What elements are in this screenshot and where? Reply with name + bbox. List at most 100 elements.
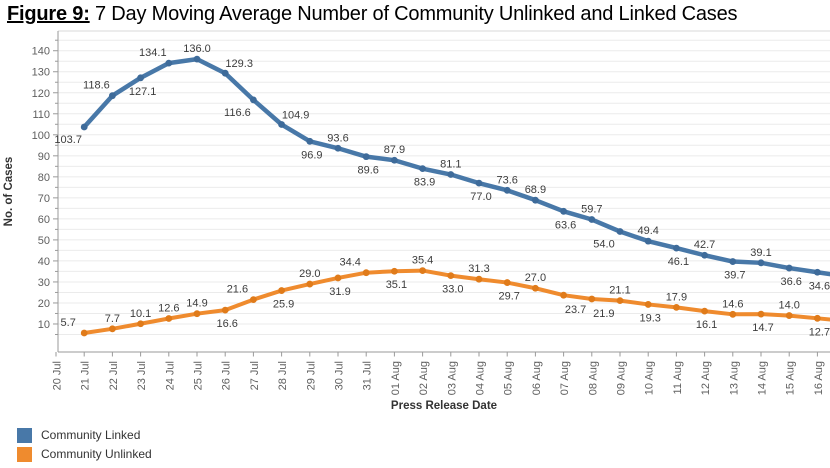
data-point-unlinked[interactable]	[588, 295, 596, 303]
data-point-unlinked[interactable]	[362, 269, 370, 277]
data-label: 23.7	[565, 304, 586, 316]
data-label: 31.9	[329, 286, 350, 298]
data-point-linked[interactable]	[588, 216, 596, 223]
x-tick-label: 28 Jul	[277, 361, 289, 390]
data-point-linked[interactable]	[447, 171, 455, 178]
data-point-unlinked[interactable]	[137, 320, 145, 328]
figure-number-label: Figure 9:	[7, 3, 90, 25]
data-point-unlinked[interactable]	[785, 312, 793, 319]
data-point-unlinked[interactable]	[447, 272, 455, 280]
data-label: 104.9	[282, 110, 310, 122]
data-point-unlinked[interactable]	[109, 325, 116, 333]
data-label: 63.6	[555, 219, 576, 231]
data-label: 14.6	[722, 298, 743, 310]
data-point-unlinked[interactable]	[193, 310, 201, 318]
data-label: 59.7	[581, 204, 602, 216]
data-point-linked[interactable]	[532, 196, 539, 204]
legend-item-community-unlinked[interactable]: Community Unlinked	[17, 446, 152, 462]
data-point-linked[interactable]	[306, 137, 314, 145]
data-point-linked[interactable]	[278, 121, 285, 128]
data-label: 34.6	[809, 280, 830, 292]
series-line-linked[interactable]	[81, 56, 830, 277]
data-point-unlinked[interactable]	[503, 279, 511, 286]
data-point-unlinked[interactable]	[673, 303, 680, 311]
data-point-linked[interactable]	[644, 237, 652, 245]
data-point-unlinked[interactable]	[306, 280, 314, 288]
legend-label-community-unlinked: Community Unlinked	[41, 447, 152, 461]
x-tick-label: 22 Jul	[108, 361, 120, 390]
data-label: 27.0	[525, 272, 546, 284]
data-label: 12.7	[809, 326, 830, 338]
data-point-unlinked[interactable]	[80, 329, 88, 337]
x-tick-label: 24 Jul	[164, 361, 176, 390]
x-tick-label: 04 Aug	[475, 361, 487, 395]
data-label: 42.7	[694, 239, 715, 251]
data-label: 129.3	[225, 58, 253, 70]
data-point-linked[interactable]	[475, 179, 483, 187]
data-label: 25.9	[273, 299, 294, 311]
legend-item-community-linked[interactable]: Community Linked	[17, 427, 152, 443]
y-tick-label: 120	[32, 88, 50, 100]
data-point-linked[interactable]	[334, 144, 342, 152]
data-point-linked[interactable]	[250, 96, 257, 104]
data-point-linked[interactable]	[757, 259, 765, 267]
data-label: 49.4	[637, 225, 658, 237]
data-point-linked[interactable]	[165, 59, 173, 67]
data-label: 14.9	[186, 298, 207, 310]
y-tick-label: 140	[32, 46, 50, 58]
data-label: 29.7	[498, 291, 519, 303]
data-point-linked[interactable]	[701, 251, 708, 259]
data-label: 103.7	[54, 134, 82, 146]
data-point-unlinked[interactable]	[814, 314, 821, 322]
data-point-unlinked[interactable]	[560, 291, 567, 299]
data-point-linked[interactable]	[362, 153, 370, 161]
data-point-unlinked[interactable]	[701, 307, 708, 315]
y-axis-title: No. of Cases	[3, 157, 15, 227]
data-label: 81.1	[440, 159, 461, 171]
data-point-linked[interactable]	[109, 92, 116, 100]
x-tick-label: 13 Aug	[728, 361, 740, 395]
data-point-linked[interactable]	[391, 156, 398, 164]
data-point-linked[interactable]	[80, 123, 88, 131]
data-label: 127.1	[129, 86, 157, 98]
data-point-linked[interactable]	[729, 258, 737, 265]
x-tick-label: 20 Jul	[52, 361, 64, 390]
data-point-unlinked[interactable]	[729, 310, 737, 318]
data-point-unlinked[interactable]	[532, 284, 539, 292]
data-point-unlinked[interactable]	[644, 301, 652, 308]
data-point-unlinked[interactable]	[334, 274, 342, 282]
x-tick-label: 21 Jul	[80, 361, 92, 390]
data-label: 19.3	[639, 312, 660, 324]
data-label: 35.4	[412, 255, 433, 267]
data-point-unlinked[interactable]	[616, 297, 624, 305]
data-point-linked[interactable]	[503, 186, 511, 194]
data-point-linked[interactable]	[137, 74, 145, 82]
data-point-unlinked[interactable]	[391, 267, 398, 275]
data-point-linked[interactable]	[616, 228, 624, 235]
data-point-unlinked[interactable]	[475, 275, 483, 283]
x-axis-title: Press Release Date	[391, 400, 497, 412]
x-tick-label: 02 Aug	[418, 361, 430, 395]
data-point-linked[interactable]	[419, 165, 426, 173]
y-tick-label: 60	[38, 214, 50, 226]
series-line-unlinked[interactable]	[82, 268, 830, 336]
data-label: 14.0	[778, 300, 799, 312]
data-point-unlinked[interactable]	[419, 267, 426, 274]
data-point-linked[interactable]	[814, 268, 821, 276]
data-point-linked[interactable]	[673, 244, 680, 252]
data-point-linked[interactable]	[221, 69, 229, 77]
data-point-linked[interactable]	[193, 55, 201, 63]
data-point-unlinked[interactable]	[278, 287, 285, 294]
data-point-linked[interactable]	[785, 264, 793, 272]
data-point-linked[interactable]	[560, 207, 567, 215]
data-point-unlinked[interactable]	[165, 315, 173, 322]
x-tick-label: 29 Jul	[305, 361, 317, 390]
x-tick-label: 30 Jul	[334, 361, 346, 390]
data-point-unlinked[interactable]	[757, 310, 765, 318]
data-label: 21.1	[609, 285, 630, 297]
x-tick-label: 11 Aug	[672, 361, 684, 394]
data-point-unlinked[interactable]	[221, 306, 229, 314]
y-tick-label: 110	[32, 109, 50, 121]
data-point-unlinked[interactable]	[250, 296, 257, 303]
chart-title-text: 7 Day Moving Average Number of Community…	[89, 3, 738, 25]
